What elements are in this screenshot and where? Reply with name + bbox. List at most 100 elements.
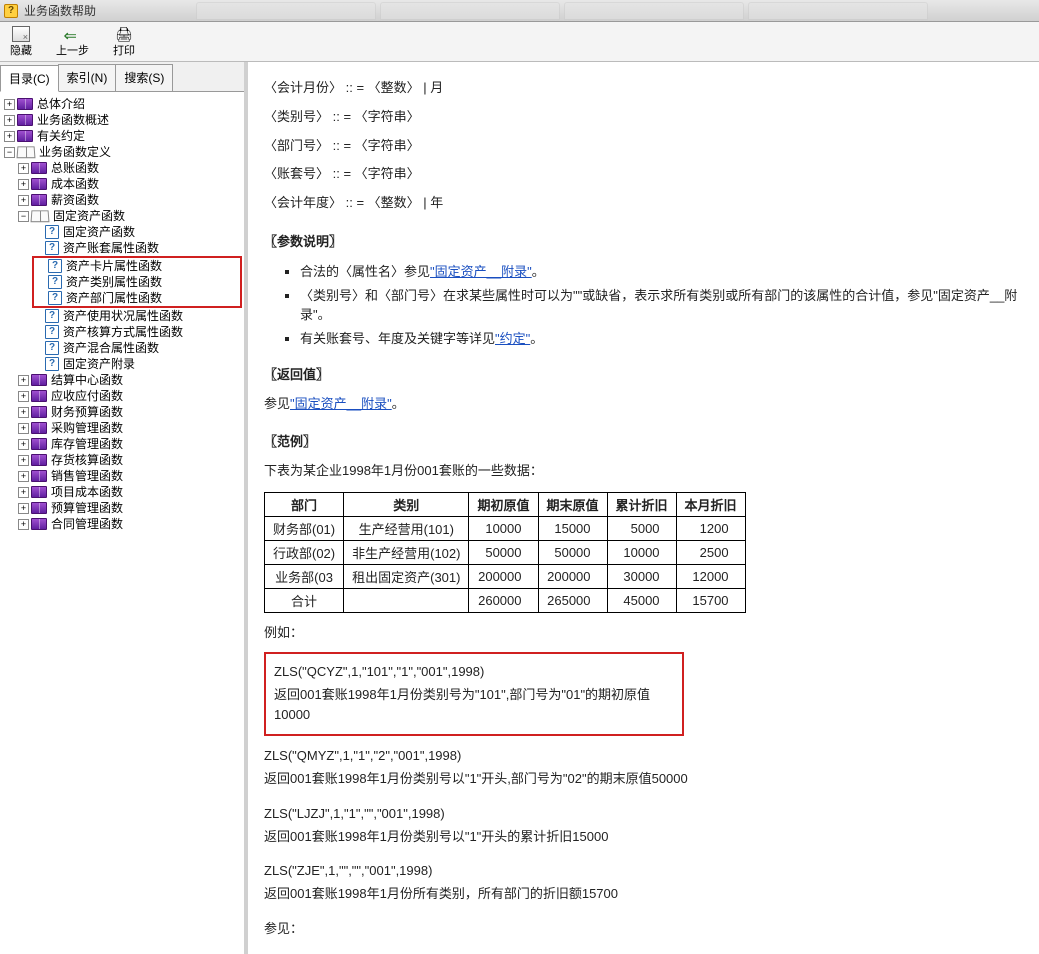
tree-item-stock[interactable]: +存货核算函数	[18, 452, 242, 468]
table-cell: 260000	[469, 588, 538, 612]
example-code: ZLS("LJZJ",1,"1","","001",1998)	[264, 804, 1023, 825]
tab-contents[interactable]: 目录(C)	[0, 65, 59, 92]
expand-icon[interactable]: +	[18, 487, 29, 498]
topic-icon: ?	[45, 241, 59, 255]
topic-icon: ?	[48, 291, 62, 305]
book-icon	[17, 114, 33, 126]
tree-item-cost[interactable]: +成本函数	[18, 176, 242, 192]
tree-item-inventory[interactable]: +库存管理函数	[18, 436, 242, 452]
table-cell: 15700	[676, 588, 745, 612]
example-desc: 返回001套账1998年1月份类别号为"101",部门号为"01"的期初原值10…	[274, 685, 674, 727]
link-fa-appendix[interactable]: "固定资产__附录"	[290, 396, 392, 411]
tree-leaf-asset-dept-attr[interactable]: ?资产部门属性函数	[35, 290, 239, 306]
tree-item-overview[interactable]: +总体介绍	[4, 96, 242, 112]
example-block: ZLS("LJZJ",1,"1","","001",1998) 返回001套账1…	[264, 804, 1023, 848]
collapse-icon[interactable]: −	[18, 211, 29, 222]
tree-item-project-cost[interactable]: +项目成本函数	[18, 484, 242, 500]
expand-icon[interactable]: +	[18, 163, 29, 174]
back-button[interactable]: 上一步	[50, 24, 95, 60]
blank-icon	[35, 277, 46, 288]
tree-item-salary[interactable]: +薪资函数	[18, 192, 242, 208]
tree-leaf-asset-accounting-attr[interactable]: ?资产核算方式属性函数	[32, 324, 242, 340]
see-also: 参见：	[264, 919, 1023, 940]
expand-icon[interactable]: +	[4, 99, 15, 110]
hide-label: 隐藏	[10, 42, 32, 58]
expand-icon[interactable]: +	[18, 519, 29, 530]
tree-item-contract[interactable]: +合同管理函数	[18, 516, 242, 532]
background-tab[interactable]	[380, 2, 560, 20]
expand-icon[interactable]: +	[18, 455, 29, 466]
blank-icon	[32, 327, 43, 338]
tree-item-budget-mgmt[interactable]: +预算管理函数	[18, 500, 242, 516]
tree-leaf-fa-appendix[interactable]: ?固定资产附录	[32, 356, 242, 372]
example-code: ZLS("QMYZ",1,"1","2","001",1998)	[264, 746, 1023, 767]
book-icon	[17, 130, 33, 142]
print-button[interactable]: 打印	[107, 24, 141, 60]
tree-item-purchase[interactable]: +采购管理函数	[18, 420, 242, 436]
help-icon: ?	[4, 4, 18, 18]
hide-button[interactable]: 隐藏	[4, 24, 38, 60]
toolbar: 隐藏 上一步 打印	[0, 22, 1039, 62]
table-header: 期初原值	[469, 492, 538, 516]
tree-item-settlement[interactable]: +结算中心函数	[18, 372, 242, 388]
content-pane[interactable]: 〈会计月份〉 :: = 〈整数〉 | 月 〈类别号〉 :: = 〈字符串〉 〈部…	[248, 62, 1039, 954]
tree-item-func-def[interactable]: −业务函数定义	[4, 144, 242, 160]
link-fa-appendix[interactable]: "固定资产__附录"	[430, 264, 532, 279]
syntax-line: 〈会计月份〉 :: = 〈整数〉 | 月	[264, 78, 1023, 99]
book-open-icon	[17, 146, 36, 158]
book-icon	[31, 438, 47, 450]
topic-icon: ?	[45, 225, 59, 239]
tab-index[interactable]: 索引(N)	[58, 64, 117, 91]
tree-item-arap[interactable]: +应收应付函数	[18, 388, 242, 404]
expand-icon[interactable]: +	[18, 407, 29, 418]
tree-leaf-asset-usage-attr[interactable]: ?资产使用状况属性函数	[32, 308, 242, 324]
expand-icon[interactable]: +	[4, 131, 15, 142]
example-desc: 返回001套账1998年1月份类别号以"1"开头的累计折旧15000	[264, 827, 1023, 848]
return-text: 参见"固定资产__附录"。	[264, 394, 1023, 415]
tree-leaf-asset-category-attr[interactable]: ?资产类别属性函数	[35, 274, 239, 290]
tree-item-conventions[interactable]: +有关约定	[4, 128, 242, 144]
background-tab[interactable]	[748, 2, 928, 20]
tree-leaf-fa-func[interactable]: ?固定资产函数	[32, 224, 242, 240]
expand-icon[interactable]: +	[18, 375, 29, 386]
tab-search[interactable]: 搜索(S)	[115, 64, 173, 91]
link-conventions[interactable]: "约定"	[495, 331, 530, 346]
background-tab[interactable]	[564, 2, 744, 20]
tree-item-fixed-assets[interactable]: −固定资产函数	[18, 208, 242, 224]
expand-icon[interactable]: +	[18, 471, 29, 482]
table-cell: 业务部(03	[265, 564, 344, 588]
book-icon	[31, 374, 47, 386]
blank-icon	[32, 311, 43, 322]
table-header: 部门	[265, 492, 344, 516]
expand-icon[interactable]: +	[18, 423, 29, 434]
tree-item-gl[interactable]: +总账函数	[18, 160, 242, 176]
table-header: 本月折旧	[676, 492, 745, 516]
table-cell: 1200	[676, 516, 745, 540]
table-cell: 50000	[469, 540, 538, 564]
book-icon	[31, 518, 47, 530]
table-row: 财务部(01)生产经营用(101)100001500050001200	[265, 516, 746, 540]
tree-leaf-asset-book-attr[interactable]: ?资产账套属性函数	[32, 240, 242, 256]
table-row: 合计2600002650004500015700	[265, 588, 746, 612]
expand-icon[interactable]: +	[18, 179, 29, 190]
tree-leaf-asset-mixed-attr[interactable]: ?资产混合属性函数	[32, 340, 242, 356]
expand-icon[interactable]: +	[18, 503, 29, 514]
topic-icon: ?	[45, 325, 59, 339]
tree-item-sales[interactable]: +销售管理函数	[18, 468, 242, 484]
book-icon	[31, 486, 47, 498]
collapse-icon[interactable]: −	[4, 147, 15, 158]
tree-leaf-asset-card-attr[interactable]: ?资产卡片属性函数	[35, 258, 239, 274]
expand-icon[interactable]: +	[18, 391, 29, 402]
expand-icon[interactable]: +	[4, 115, 15, 126]
table-cell: 15000	[538, 516, 607, 540]
expand-icon[interactable]: +	[18, 439, 29, 450]
section-example: 〖范例〗	[264, 432, 1023, 453]
topic-icon: ?	[48, 275, 62, 289]
tree-item-func-overview[interactable]: +业务函数概述	[4, 112, 242, 128]
contents-tree[interactable]: +总体介绍 +业务函数概述 +有关约定 −业务函数定义 +总账函数 +成本函数 …	[0, 92, 244, 954]
expand-icon[interactable]: +	[18, 195, 29, 206]
table-header: 类别	[344, 492, 469, 516]
table-cell: 行政部(02)	[265, 540, 344, 564]
background-tab[interactable]	[196, 2, 376, 20]
tree-item-budget[interactable]: +财务预算函数	[18, 404, 242, 420]
